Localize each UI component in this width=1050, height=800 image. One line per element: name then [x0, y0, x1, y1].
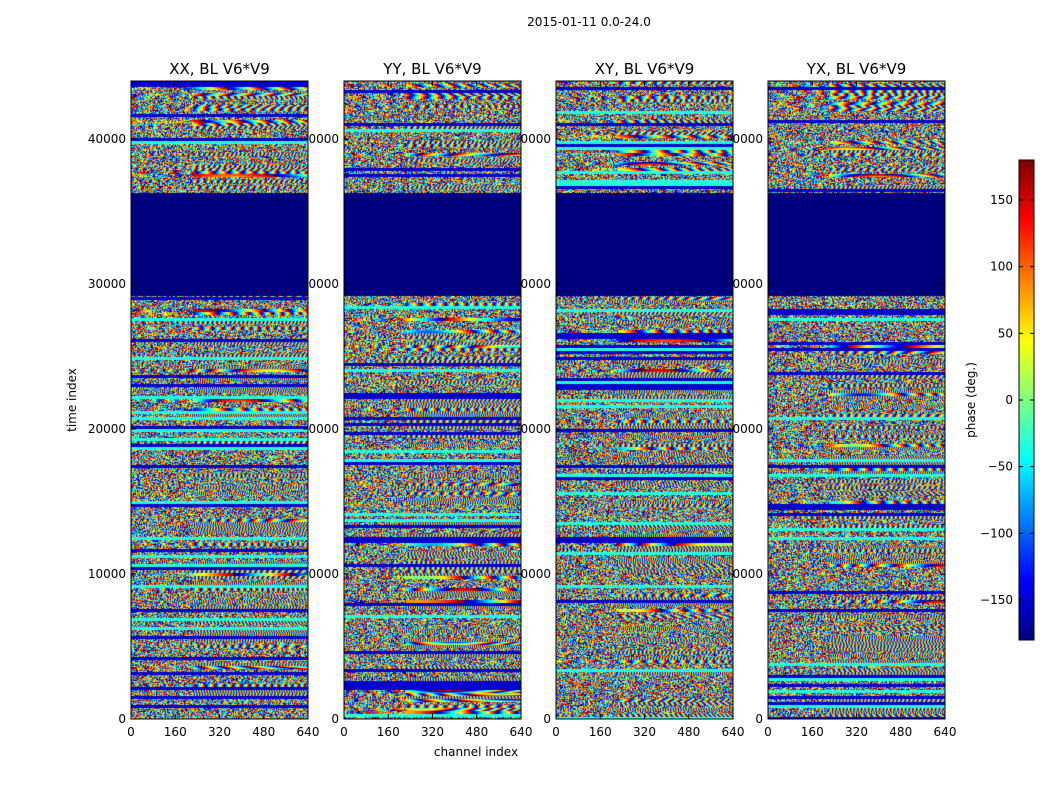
y-tick-label: 40000: [88, 132, 126, 146]
x-tick-label: 160: [801, 725, 824, 739]
x-tick-label: 160: [589, 725, 612, 739]
x-tick-label: 160: [164, 725, 187, 739]
x-tick-label: 480: [677, 725, 700, 739]
colorbar-ticks: 150 100 50 0 −50 −100 −150: [980, 193, 1034, 607]
y-tick-label: 0: [755, 712, 763, 726]
y-tick-label: 0000: [308, 567, 339, 581]
x-ticks-xy: 0 160 320 480 640: [552, 81, 744, 739]
y-tick-label: 0000: [520, 567, 551, 581]
colorbar-tick-label: 50: [998, 326, 1013, 340]
x-tick-label: 640: [722, 725, 745, 739]
x-tick-label: 480: [465, 725, 488, 739]
heatmap-image-yy: [344, 81, 521, 719]
x-ticks-yx: 0 160 320 480 640: [764, 81, 956, 739]
y-tick-label: 0000: [308, 132, 339, 146]
y-tick-label: 10000: [88, 567, 126, 581]
x-tick-label: 320: [633, 725, 656, 739]
colorbar-tick-label: −100: [980, 526, 1013, 540]
colorbar-tick-label: 100: [990, 260, 1013, 274]
x-ticks-xx: 0 160 320 480 640: [127, 81, 319, 739]
panel-xx: XX, BL V6*V9 0 160 320 480 640 0 10000 20000 30…: [88, 60, 320, 739]
x-tick-label: 640: [297, 725, 320, 739]
colorbar: 150 100 50 0 −50 −100 −150 phase (deg.): [964, 159, 1035, 641]
heatmap-xy: [556, 81, 733, 719]
colorbar-tick-label: −150: [980, 593, 1013, 607]
panel-yx: YX, BL V6*V9 0 160 320 480 640 0000000000000…: [732, 60, 956, 739]
colorbar-tick-label: 0: [1005, 393, 1013, 407]
y-axis-label: time index: [65, 368, 79, 432]
y-tick-label: 20000: [88, 422, 126, 436]
x-tick-label: 0: [552, 725, 560, 739]
colorbar-label: phase (deg.): [964, 362, 978, 438]
colorbar-tick-label: −50: [988, 460, 1013, 474]
x-tick-label: 0: [764, 725, 772, 739]
y-tick-label: 0000: [520, 277, 551, 291]
heatmap-image-xy: [556, 81, 733, 719]
y-tick-label: 0000: [308, 277, 339, 291]
panel-xy: XY, BL V6*V9 0 160 320 480 640 0000000000000…: [520, 60, 744, 739]
y-tick-label: 0: [118, 712, 126, 726]
y-tick-label: 0000: [732, 422, 763, 436]
x-tick-label: 0: [127, 725, 135, 739]
y-tick-label: 0000: [732, 277, 763, 291]
y-tick-label: 0: [543, 712, 551, 726]
y-tick-label: 0000: [520, 422, 551, 436]
heatmap-yy: [344, 81, 521, 719]
y-ticks-xx: 0 10000 20000 30000 40000: [88, 132, 308, 726]
panel-title-yy: YY, BL V6*V9: [382, 60, 481, 78]
y-tick-label: 0000: [732, 132, 763, 146]
x-tick-label: 0: [340, 725, 348, 739]
x-tick-label: 320: [421, 725, 444, 739]
x-tick-label: 640: [934, 725, 957, 739]
colorbar-tick-label: 150: [990, 193, 1013, 207]
heatmap-xx: [131, 81, 308, 719]
y-tick-label: 30000: [88, 277, 126, 291]
x-tick-label: 480: [889, 725, 912, 739]
panel-title-xy: XY, BL V6*V9: [595, 60, 695, 78]
x-tick-label: 640: [510, 725, 533, 739]
x-axis-label: channel index: [434, 745, 518, 759]
y-tick-label: 0000: [732, 567, 763, 581]
heatmap-image-xx: [131, 81, 308, 719]
x-tick-label: 480: [252, 725, 275, 739]
x-tick-label: 320: [845, 725, 868, 739]
heatmap-yx: [768, 81, 945, 719]
panel-title-yx: YX, BL V6*V9: [806, 60, 907, 78]
x-tick-label: 320: [208, 725, 231, 739]
panel-title-xx: XX, BL V6*V9: [169, 60, 270, 78]
y-tick-label: 0000: [308, 422, 339, 436]
figure-suptitle: 2015-01-11 0.0-24.0: [527, 15, 651, 29]
panel-yy: YY, BL V6*V9 0 160 320 480 640 0000000000000…: [308, 60, 532, 739]
x-tick-label: 160: [377, 725, 400, 739]
y-tick-label: 0000: [520, 132, 551, 146]
x-ticks-yy: 0 160 320 480 640: [340, 81, 532, 739]
y-tick-label: 0: [331, 712, 339, 726]
heatmap-image-yx: [768, 81, 945, 719]
